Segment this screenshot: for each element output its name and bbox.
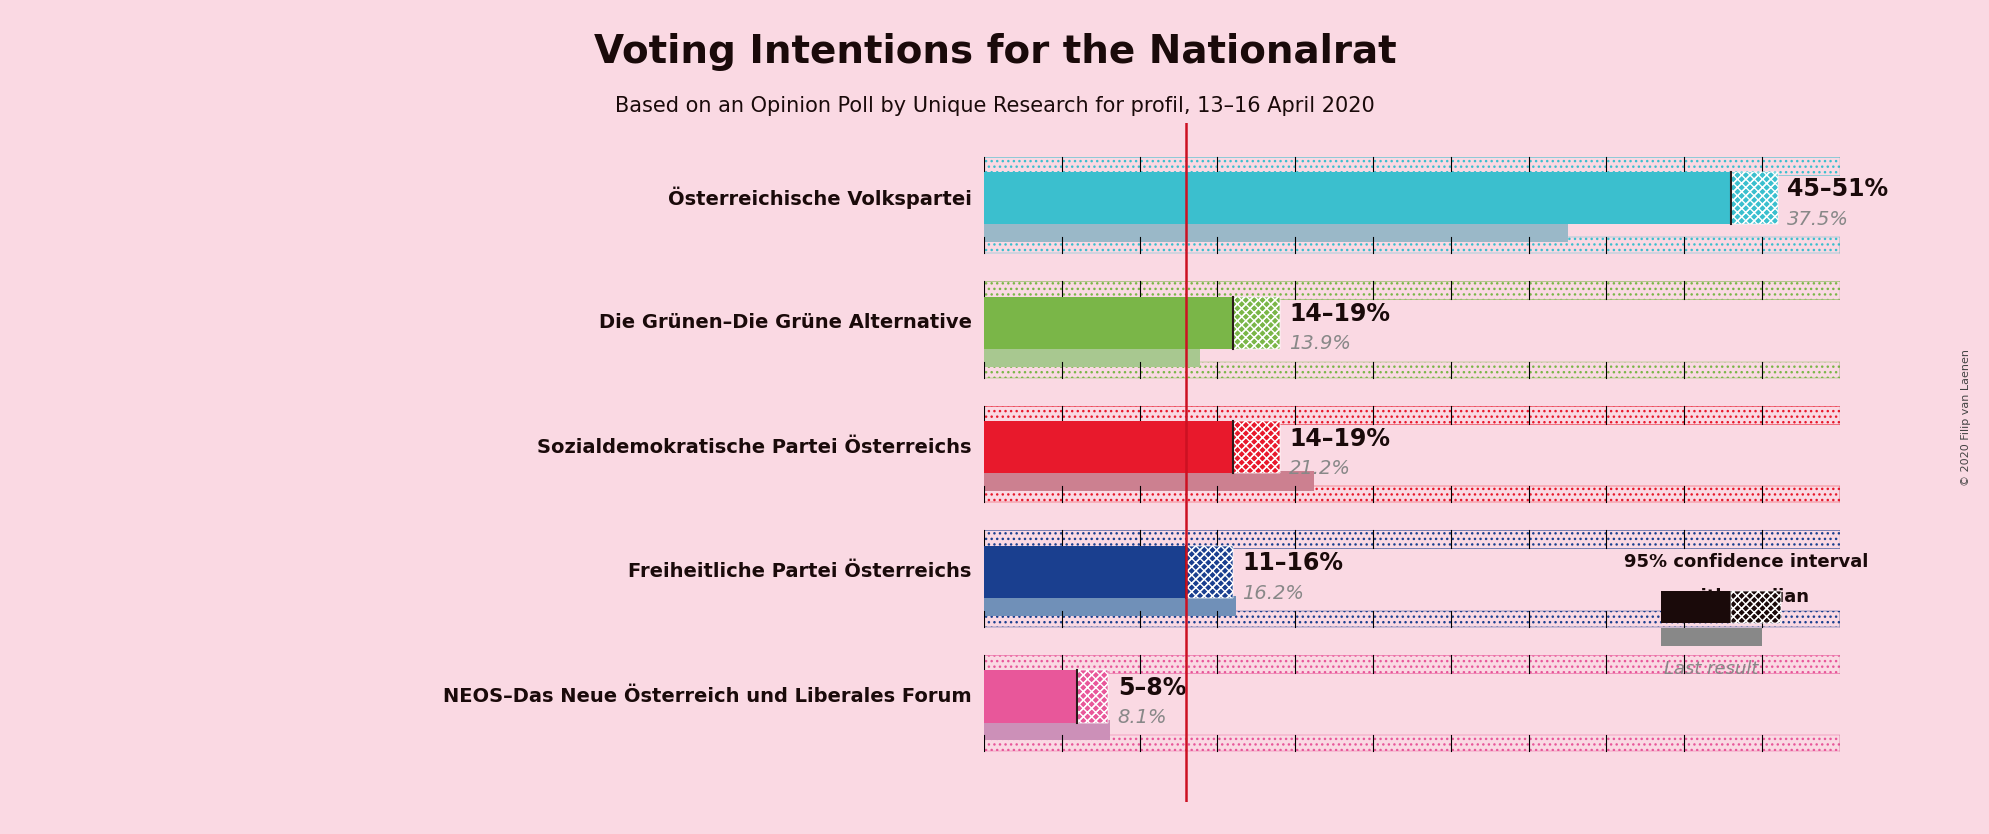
Bar: [983, 157, 1840, 174]
Text: 11–16%: 11–16%: [1241, 551, 1343, 575]
Text: Sozialdemokratische Partei Österreichs: Sozialdemokratische Partei Österreichs: [537, 438, 971, 457]
Bar: [1076, 671, 1108, 722]
Bar: [1730, 172, 1776, 224]
Bar: [983, 610, 1840, 627]
Bar: [983, 486, 1840, 502]
Bar: [983, 530, 1840, 549]
Bar: [1185, 545, 1233, 598]
Text: Freiheitliche Partei Österreichs: Freiheitliche Partei Österreichs: [629, 562, 971, 581]
Bar: [983, 347, 1199, 367]
Text: 45–51%: 45–51%: [1786, 178, 1888, 202]
Bar: [983, 655, 1840, 673]
Bar: [1730, 590, 1780, 623]
Text: Based on an Opinion Poll by Unique Research for profil, 13–16 April 2020: Based on an Opinion Poll by Unique Resea…: [615, 96, 1374, 116]
Text: NEOS–Das Neue Österreich und Liberales Forum: NEOS–Das Neue Österreich und Liberales F…: [444, 687, 971, 706]
Bar: [983, 281, 1840, 299]
Bar: [983, 406, 1840, 424]
Text: Die Grünen–Die Grüne Alternative: Die Grünen–Die Grüne Alternative: [599, 314, 971, 332]
Bar: [983, 421, 1233, 474]
Text: Österreichische Volkspartei: Österreichische Volkspartei: [666, 187, 971, 209]
Bar: [1233, 297, 1279, 349]
Text: 37.5%: 37.5%: [1786, 210, 1848, 229]
Text: 5–8%: 5–8%: [1118, 676, 1185, 700]
Bar: [983, 671, 1076, 722]
Text: 21.2%: 21.2%: [1289, 459, 1351, 478]
Bar: [983, 237, 1840, 253]
Bar: [1233, 421, 1279, 474]
Text: Voting Intentions for the Nationalrat: Voting Intentions for the Nationalrat: [593, 33, 1396, 72]
Bar: [1233, 297, 1279, 349]
Bar: [983, 736, 1840, 751]
Bar: [1730, 172, 1776, 224]
Text: © 2020 Filip van Laenen: © 2020 Filip van Laenen: [1959, 349, 1971, 485]
Bar: [983, 596, 1235, 615]
Text: 8.1%: 8.1%: [1118, 708, 1168, 727]
Bar: [983, 545, 1185, 598]
Text: 13.9%: 13.9%: [1289, 334, 1351, 354]
Bar: [983, 362, 1840, 378]
Text: 16.2%: 16.2%: [1241, 584, 1303, 602]
Text: with median: with median: [1683, 588, 1808, 605]
Bar: [1185, 545, 1233, 598]
Text: Last result: Last result: [1663, 660, 1758, 678]
Bar: [1076, 671, 1108, 722]
Bar: [1233, 421, 1279, 474]
Bar: [1661, 628, 1760, 646]
Bar: [1730, 590, 1780, 623]
Bar: [983, 721, 1110, 741]
Bar: [983, 172, 1730, 224]
Bar: [983, 471, 1313, 491]
Text: 14–19%: 14–19%: [1289, 302, 1388, 326]
Text: 95% confidence interval: 95% confidence interval: [1623, 553, 1868, 571]
Text: 14–19%: 14–19%: [1289, 426, 1388, 450]
Bar: [983, 222, 1567, 242]
Bar: [1661, 590, 1730, 623]
Bar: [983, 297, 1233, 349]
